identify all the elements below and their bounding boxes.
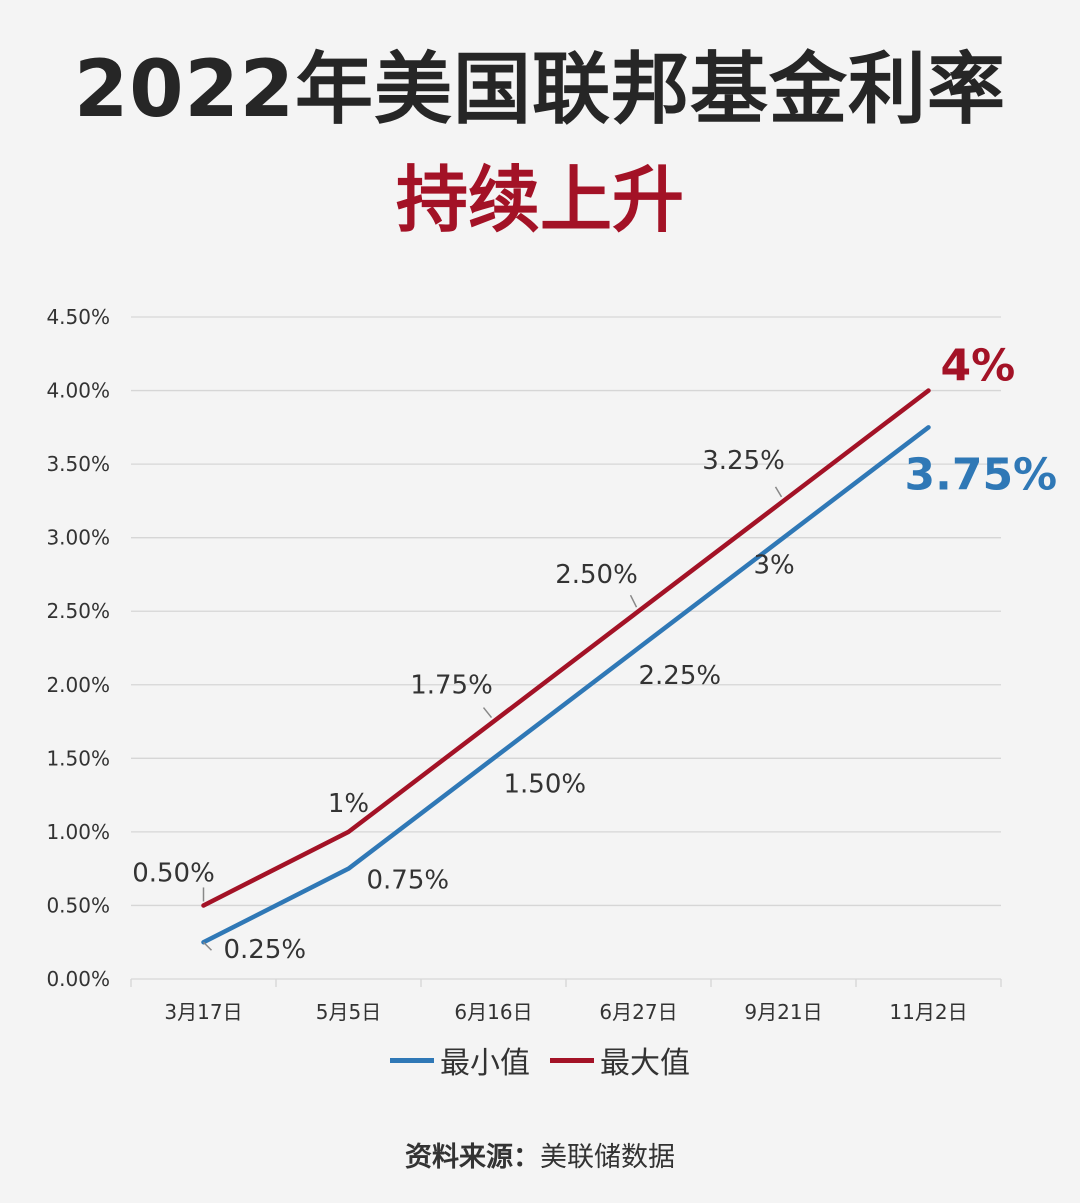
source-name: 美联储数据 (540, 1142, 675, 1173)
legend: 最小值 最大值 (0, 1038, 1080, 1082)
label-leader (774, 486, 783, 498)
data-label: 0.75% (367, 866, 450, 896)
x-tick-label: 3月17日 (164, 1000, 242, 1024)
x-tick-label: 11月2日 (889, 1000, 967, 1024)
y-tick-label: 4.50% (46, 305, 110, 329)
data-label: 1.50% (504, 769, 587, 799)
legend-item-min: 最小值 (390, 1038, 530, 1082)
label-leader (202, 941, 213, 951)
y-tick-label: 3.00% (46, 526, 110, 550)
chart-subtitle: 持续上升 (395, 158, 684, 242)
series-line-0 (201, 425, 931, 945)
data-label: 0.25% (224, 935, 307, 965)
source-note: 资料来源：美联储数据 (0, 1135, 1080, 1174)
legend-swatch-min (390, 1057, 434, 1063)
data-label: 0.50% (132, 858, 215, 888)
y-tick-label: 1.00% (46, 820, 110, 844)
source-label: 资料来源： (405, 1142, 540, 1173)
data-label: 1% (328, 789, 369, 819)
chart-title: 2022年美国联邦基金利率 (73, 45, 1007, 135)
x-tick-label: 9月21日 (744, 1000, 822, 1024)
data-label: 3.25% (702, 446, 785, 476)
series-line-1 (201, 388, 931, 908)
data-label: 3.75% (905, 449, 1058, 500)
data-label: 2.25% (639, 661, 722, 691)
y-tick-label: 3.50% (46, 452, 110, 476)
legend-label-min: 最小值 (440, 1046, 530, 1081)
legend-item-max: 最大值 (550, 1038, 690, 1082)
data-label: 4% (941, 341, 1016, 392)
x-tick-label: 6月27日 (599, 1000, 677, 1024)
label-leader (482, 707, 493, 719)
y-tick-label: 2.50% (46, 599, 110, 623)
y-tick-label: 4.00% (46, 379, 110, 403)
y-tick-label: 2.00% (46, 673, 110, 697)
y-tick-label: 0.50% (46, 893, 110, 917)
data-label: 2.50% (555, 560, 638, 590)
data-label: 1.75% (410, 671, 493, 701)
y-tick-label: 0.00% (46, 967, 110, 991)
x-tick-label: 5月5日 (316, 1000, 381, 1024)
x-tick-label: 6月16日 (454, 1000, 532, 1024)
legend-swatch-max (550, 1057, 594, 1063)
legend-label-max: 最大值 (600, 1046, 690, 1081)
data-label: 3% (754, 551, 795, 581)
y-tick-label: 1.50% (46, 746, 110, 770)
label-leader (629, 594, 638, 608)
